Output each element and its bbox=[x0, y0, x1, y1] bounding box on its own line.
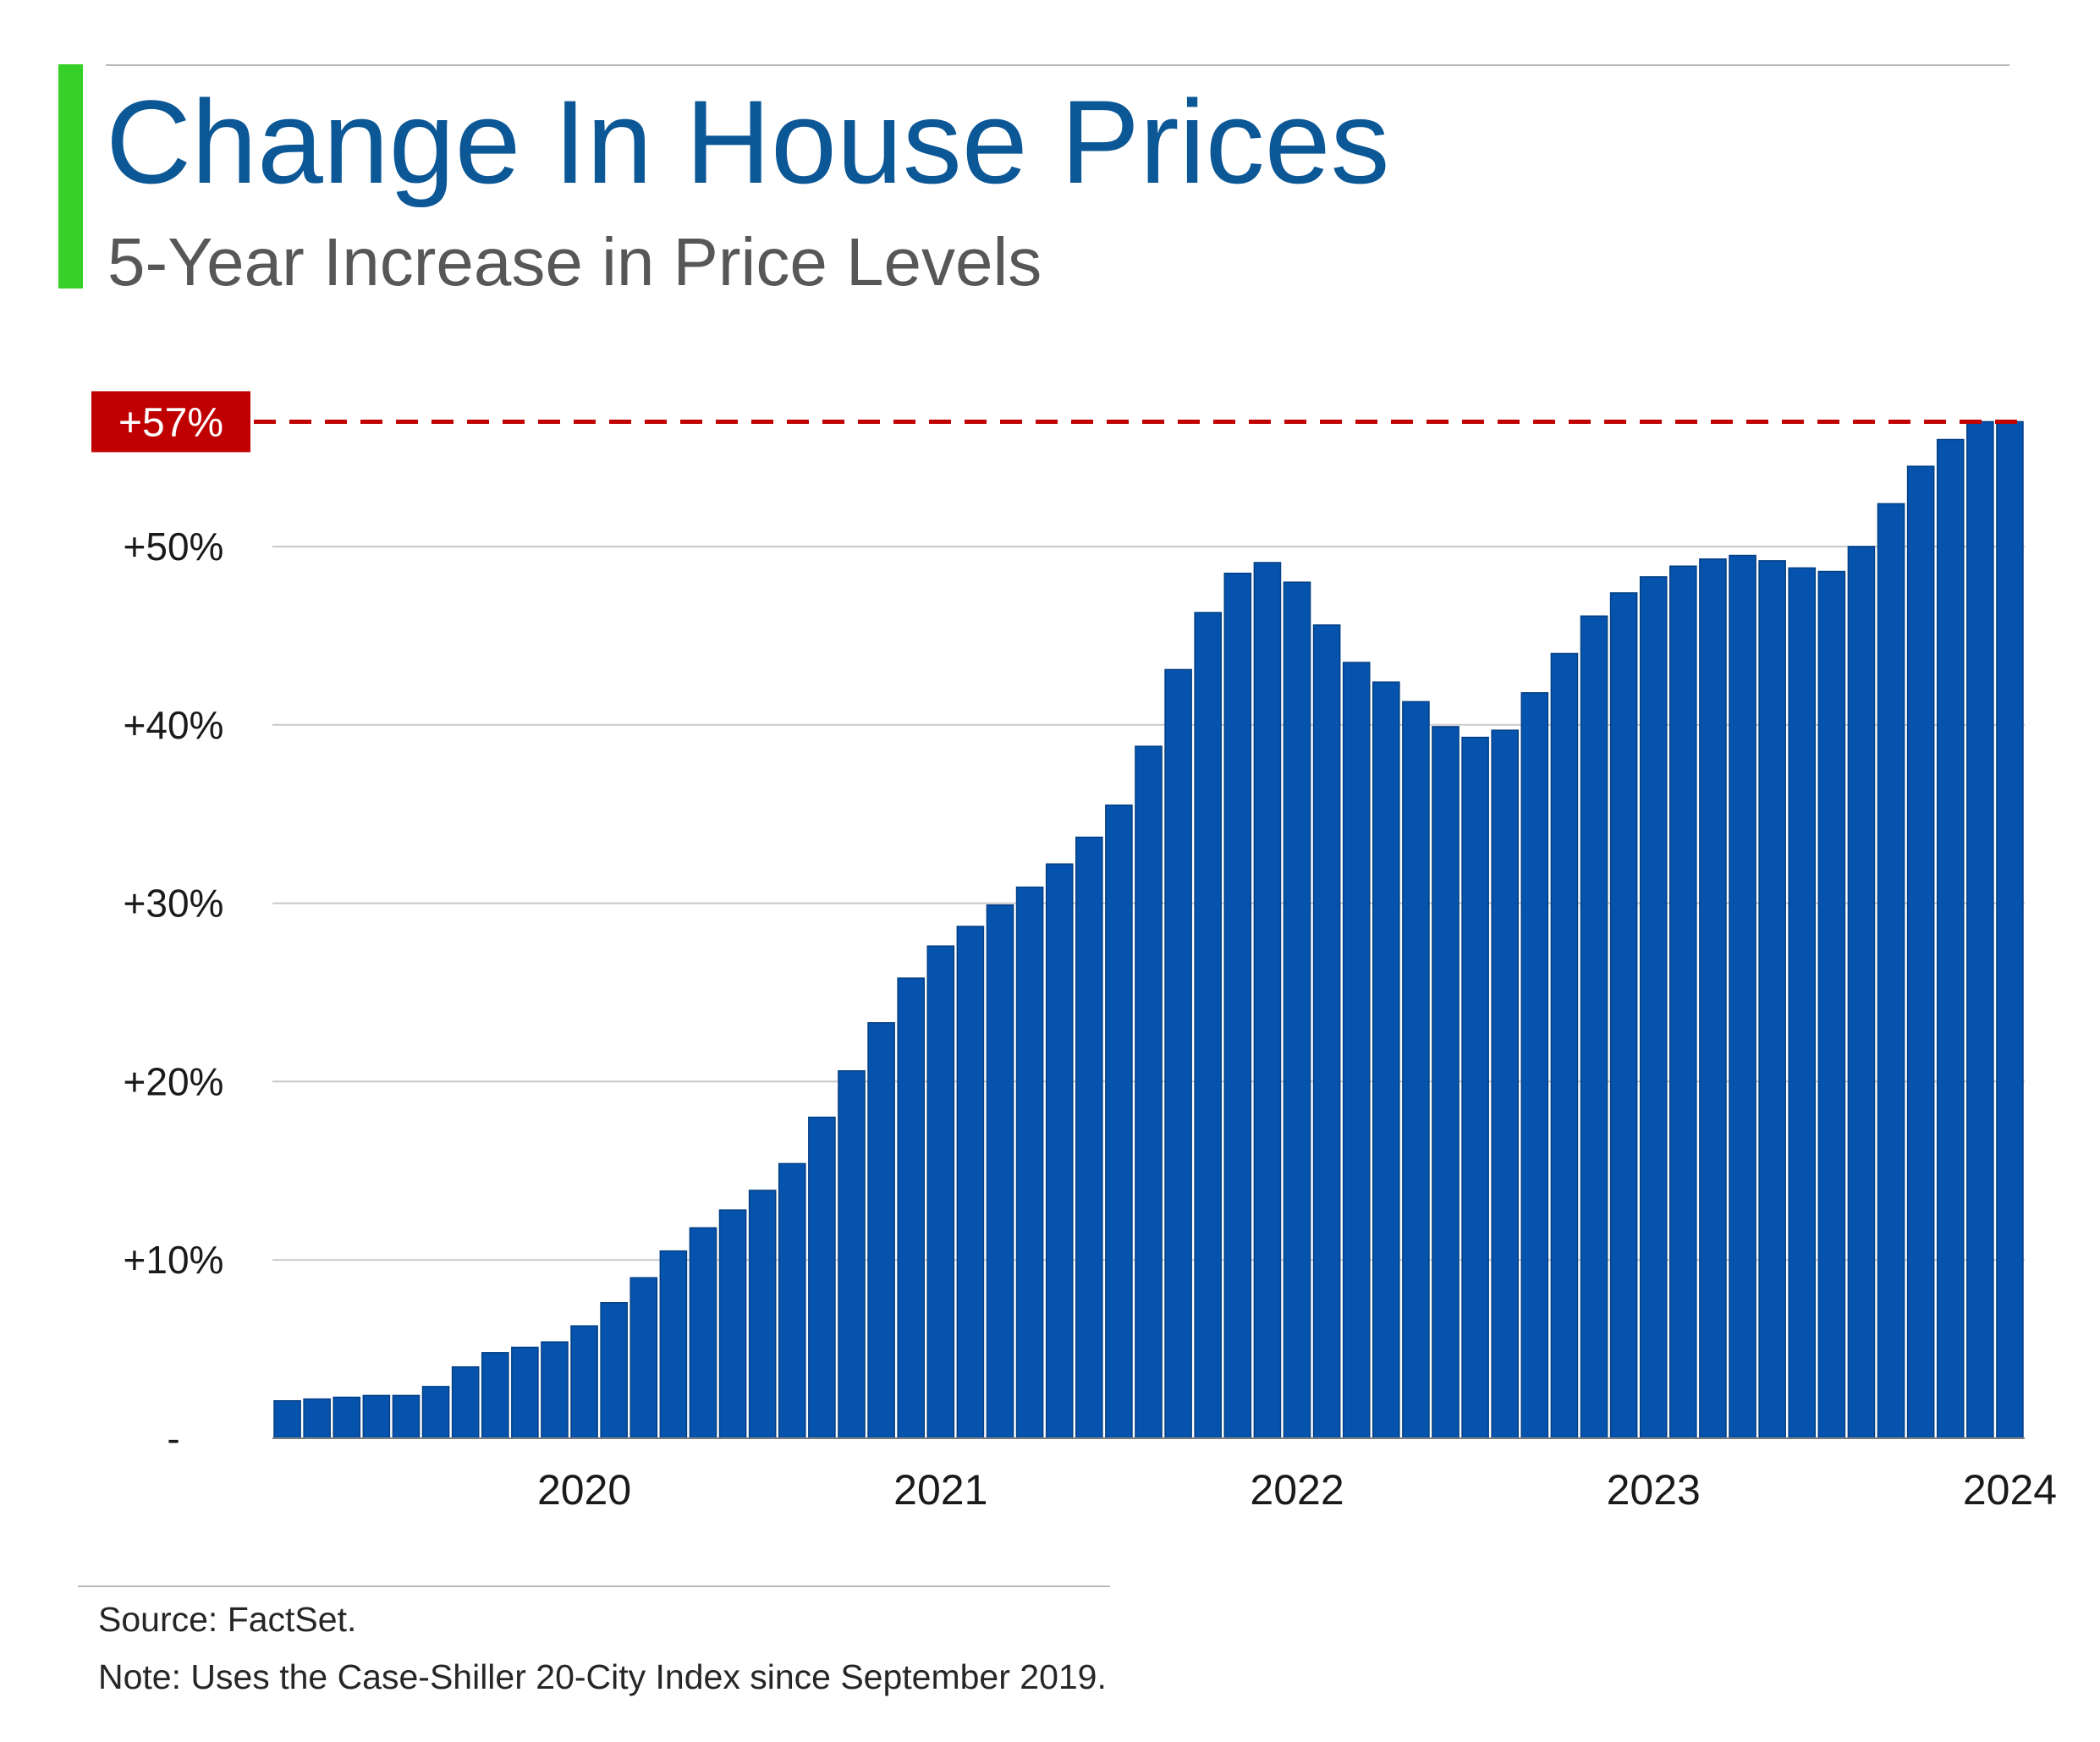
bar bbox=[1491, 729, 1520, 1439]
bar bbox=[1372, 681, 1400, 1439]
bar bbox=[1817, 570, 1846, 1439]
bar bbox=[1936, 438, 1965, 1439]
x-tick-label: 2020 bbox=[537, 1466, 631, 1514]
page-title: Change In House Prices bbox=[106, 75, 1390, 208]
bar bbox=[1906, 465, 1935, 1439]
bar bbox=[1699, 558, 1727, 1439]
bar bbox=[1729, 554, 1756, 1439]
bar bbox=[1520, 692, 1549, 1439]
y-tick-label: +30% bbox=[124, 882, 224, 926]
y-tick-label: +50% bbox=[124, 525, 224, 569]
title-accent-bar bbox=[58, 64, 83, 289]
bar bbox=[718, 1209, 747, 1439]
bar bbox=[511, 1346, 539, 1439]
x-tick-label: 2022 bbox=[1250, 1466, 1344, 1514]
bar bbox=[1402, 701, 1430, 1439]
method-note: Note: Uses the Case-Shiller 20-City Inde… bbox=[98, 1657, 1107, 1696]
bar bbox=[1639, 576, 1668, 1439]
bar bbox=[273, 1399, 301, 1439]
bar bbox=[956, 926, 985, 1439]
bar bbox=[600, 1302, 628, 1439]
bar bbox=[1283, 581, 1311, 1439]
bar bbox=[629, 1277, 658, 1439]
bar bbox=[659, 1250, 688, 1439]
bar bbox=[897, 977, 925, 1439]
bar bbox=[481, 1352, 509, 1439]
bar bbox=[1550, 652, 1579, 1439]
bar bbox=[1312, 624, 1341, 1439]
bar bbox=[1223, 572, 1252, 1439]
bar bbox=[303, 1398, 331, 1439]
x-tick-label: 2021 bbox=[893, 1466, 987, 1514]
bar bbox=[570, 1325, 598, 1439]
bar bbox=[1966, 420, 1994, 1439]
bar bbox=[1669, 565, 1697, 1439]
page-subtitle: 5-Year Increase in Price Levels bbox=[107, 224, 1042, 299]
bar bbox=[1015, 886, 1044, 1439]
bar bbox=[778, 1162, 806, 1439]
bar bbox=[421, 1386, 450, 1439]
bar bbox=[1105, 804, 1133, 1439]
bar bbox=[1996, 420, 2024, 1439]
source-note: Source: FactSet. bbox=[98, 1600, 357, 1639]
bar bbox=[838, 1070, 866, 1439]
bar bbox=[1253, 562, 1282, 1439]
y-tick-label: +10% bbox=[124, 1238, 224, 1282]
reference-label: +57% bbox=[118, 400, 223, 445]
bar bbox=[1877, 503, 1905, 1439]
bar bbox=[1432, 726, 1460, 1439]
bar bbox=[1461, 736, 1489, 1439]
bar bbox=[689, 1227, 717, 1439]
reference-label-box bbox=[91, 391, 250, 453]
bar bbox=[1847, 546, 1876, 1439]
bar bbox=[748, 1190, 777, 1439]
bar bbox=[1075, 836, 1103, 1439]
bar bbox=[986, 904, 1014, 1439]
x-tick-label: 2024 bbox=[1963, 1466, 2057, 1514]
top-divider bbox=[106, 64, 2009, 66]
bar bbox=[1045, 863, 1074, 1439]
bar bbox=[392, 1394, 421, 1439]
bar bbox=[808, 1116, 836, 1439]
bar bbox=[1135, 745, 1163, 1439]
bar bbox=[1580, 615, 1608, 1439]
bar bbox=[1194, 612, 1223, 1439]
bar bbox=[541, 1341, 569, 1439]
bar bbox=[1788, 567, 1817, 1439]
y-tick-label: +40% bbox=[124, 703, 224, 747]
bar bbox=[1609, 592, 1638, 1439]
bar bbox=[1164, 668, 1192, 1439]
bar bbox=[926, 945, 955, 1439]
x-tick-label: 2023 bbox=[1607, 1466, 1701, 1514]
source-divider bbox=[78, 1585, 1110, 1587]
y-tick-label: +20% bbox=[124, 1059, 224, 1103]
bar bbox=[1758, 560, 1786, 1439]
bar bbox=[333, 1396, 361, 1439]
bar bbox=[362, 1394, 391, 1439]
bar bbox=[1342, 662, 1371, 1439]
bar bbox=[451, 1366, 480, 1439]
y-tick-label: - bbox=[167, 1416, 179, 1460]
bar bbox=[867, 1022, 895, 1439]
